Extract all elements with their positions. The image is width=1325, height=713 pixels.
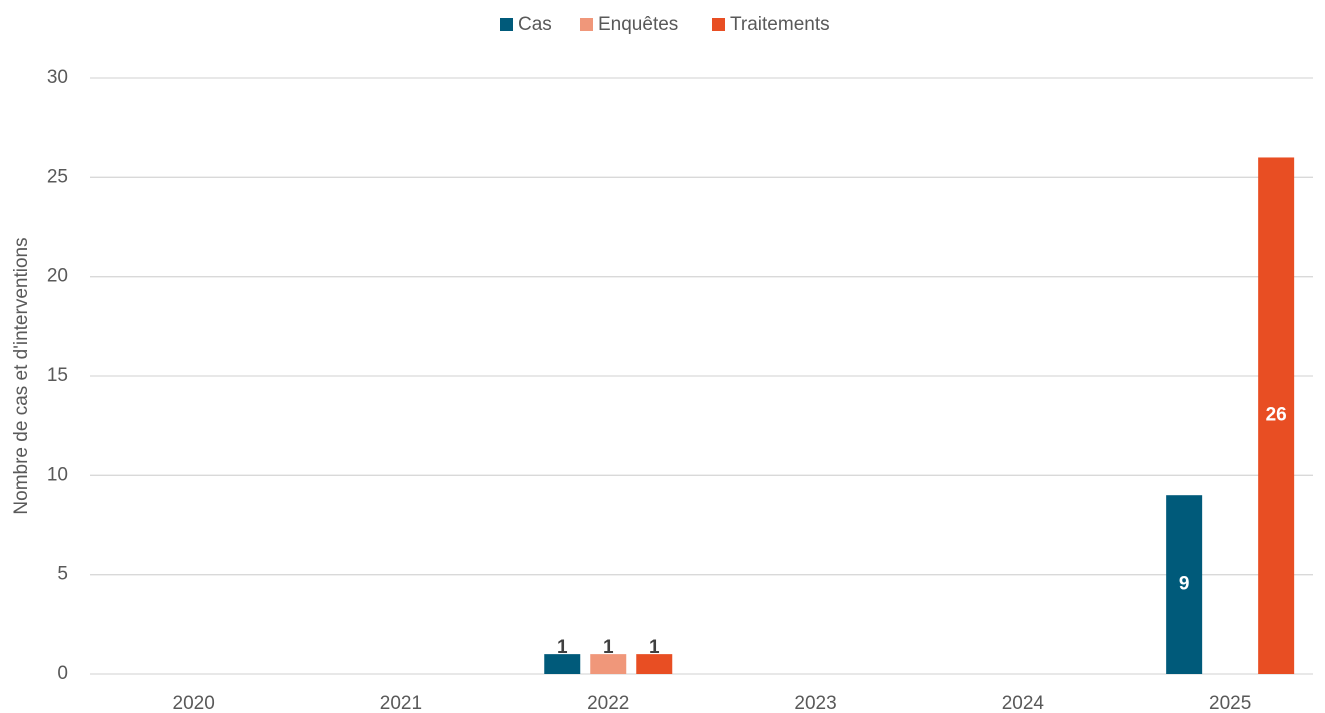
x-tick-label: 2022 <box>587 693 629 713</box>
bar <box>1166 495 1203 674</box>
legend-swatch <box>712 18 725 31</box>
x-tick-label: 2023 <box>794 693 836 713</box>
value-label: 1 <box>557 637 568 658</box>
value-label: 1 <box>649 637 660 658</box>
x-tick-label: 2021 <box>380 693 422 713</box>
bar <box>544 654 581 674</box>
y-axis-label: Nombre de cas et d'interventions <box>11 237 32 514</box>
x-tick-label: 2020 <box>173 693 215 713</box>
y-tick-label: 20 <box>47 266 68 287</box>
value-label: 9 <box>1179 574 1190 595</box>
y-tick-label: 5 <box>57 564 68 585</box>
legend-swatch <box>500 18 513 31</box>
bar <box>1258 157 1295 674</box>
y-tick-label: 10 <box>47 464 68 485</box>
value-label: 26 <box>1266 405 1287 426</box>
y-tick-label: 0 <box>57 663 68 684</box>
x-tick-label: 2025 <box>1209 693 1251 713</box>
legend-label: Cas <box>518 14 552 35</box>
y-tick-label: 30 <box>47 67 68 88</box>
y-tick-label: 15 <box>47 365 68 386</box>
legend-label: Traitements <box>730 14 830 35</box>
bar <box>636 654 673 674</box>
legend-swatch <box>580 18 593 31</box>
y-tick-label: 25 <box>47 166 68 187</box>
legend-label: Enquêtes <box>598 14 678 35</box>
value-label: 1 <box>603 637 614 658</box>
x-tick-label: 2024 <box>1002 693 1045 713</box>
bar <box>590 654 627 674</box>
